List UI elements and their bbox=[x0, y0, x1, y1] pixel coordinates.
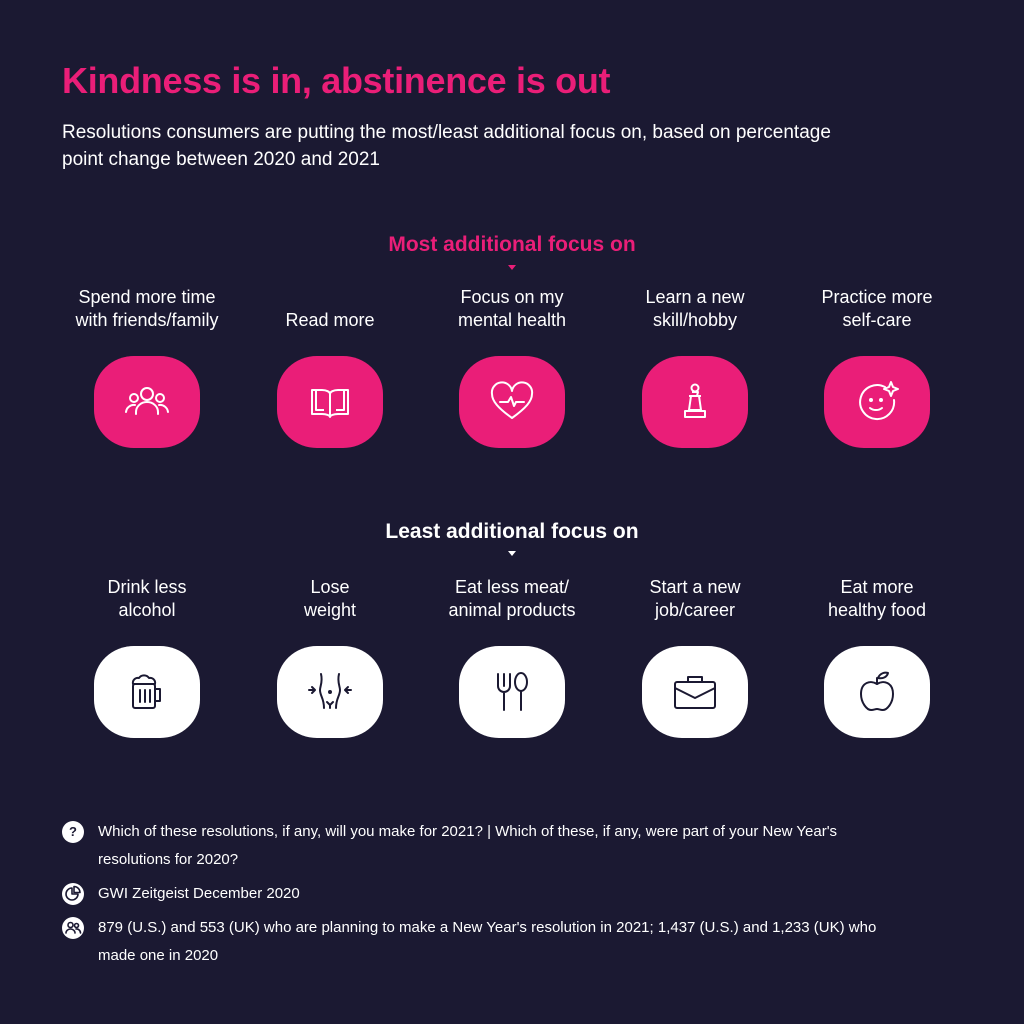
resolution-item-self-care: Practice more self-care bbox=[777, 286, 977, 448]
footnote-base-text: 879 (U.S.) and 553 (UK) who are planning… bbox=[98, 919, 877, 964]
resolution-label: Start a new job/career bbox=[649, 577, 741, 620]
pie-chart-icon bbox=[62, 883, 84, 905]
waist-icon bbox=[277, 646, 383, 738]
footnote-question: ? Which of these resolutions, if any, wi… bbox=[62, 818, 882, 874]
resolution-label: Practice more self-care bbox=[821, 287, 933, 330]
most-heading-arrow-icon bbox=[508, 265, 516, 270]
resolution-item-read-more: Read more bbox=[230, 286, 430, 448]
smiley-sparkle-icon bbox=[824, 356, 930, 448]
chess-pawn-icon bbox=[642, 356, 748, 448]
most-focus-heading: Most additional focus on bbox=[388, 233, 636, 256]
footnotes: ? Which of these resolutions, if any, wi… bbox=[62, 818, 882, 976]
least-focus-row: Drink less alcohol Lose weight bbox=[0, 576, 1024, 738]
page-subtitle: Resolutions consumers are putting the mo… bbox=[62, 122, 831, 170]
least-heading-arrow-icon bbox=[508, 551, 516, 556]
fork-spoon-icon bbox=[459, 646, 565, 738]
resolution-label: Focus on my mental health bbox=[457, 287, 567, 330]
resolution-item-new-job: Start a new job/career bbox=[595, 576, 795, 738]
resolution-label: Eat less meat/ animal products bbox=[448, 577, 576, 620]
resolution-item-lose-weight: Lose weight bbox=[230, 576, 430, 738]
most-focus-row: Spend more time with friends/family Read… bbox=[0, 286, 1024, 448]
resolution-item-mental-health: Focus on my mental health bbox=[412, 286, 612, 448]
resolution-label: Read more bbox=[285, 310, 375, 330]
resolution-item-eat-less-meat: Eat less meat/ animal products bbox=[412, 576, 612, 738]
question-mark-icon: ? bbox=[62, 821, 84, 843]
page-title: Kindness is in, abstinence is out bbox=[62, 60, 611, 101]
resolution-item-new-skill: Learn a new skill/hobby bbox=[595, 286, 795, 448]
resolution-label: Learn a new skill/hobby bbox=[645, 287, 745, 330]
heart-pulse-icon bbox=[459, 356, 565, 448]
briefcase-icon bbox=[642, 646, 748, 738]
footnote-question-text: Which of these resolutions, if any, will… bbox=[98, 823, 838, 868]
footnote-base: 879 (U.S.) and 553 (UK) who are planning… bbox=[62, 914, 882, 970]
resolution-label: Spend more time with friends/family bbox=[75, 287, 219, 330]
resolution-item-healthy-food: Eat more healthy food bbox=[777, 576, 977, 738]
beer-mug-icon bbox=[94, 646, 200, 738]
resolution-label: Lose weight bbox=[303, 577, 357, 620]
people-group-icon bbox=[94, 356, 200, 448]
open-book-icon bbox=[277, 356, 383, 448]
least-focus-heading: Least additional focus on bbox=[385, 520, 639, 543]
people-icon bbox=[62, 917, 84, 939]
resolution-label: Drink less alcohol bbox=[107, 577, 187, 620]
footnote-source: GWI Zeitgeist December 2020 bbox=[62, 880, 882, 908]
apple-icon bbox=[824, 646, 930, 738]
resolution-item-spend-time: Spend more time with friends/family bbox=[47, 286, 247, 448]
resolution-item-drink-less: Drink less alcohol bbox=[47, 576, 247, 738]
resolution-label: Eat more healthy food bbox=[827, 577, 927, 620]
footnote-source-text: GWI Zeitgeist December 2020 bbox=[98, 885, 300, 902]
